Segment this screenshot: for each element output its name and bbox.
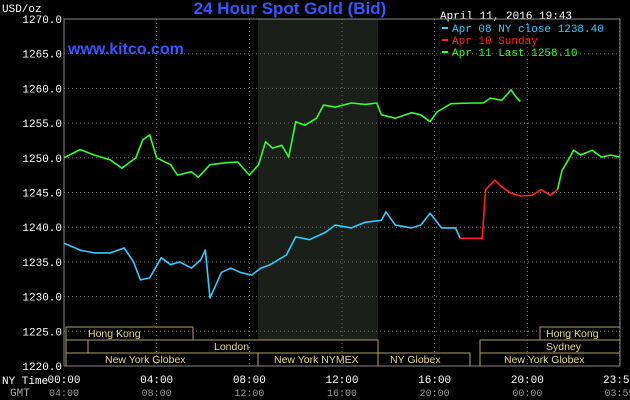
legend-label: Apr 10 Sunday [452, 36, 538, 48]
session-box [65, 339, 89, 354]
y-tick-label: 1245.0 [22, 189, 62, 201]
x-tick-label: 20:00 [511, 375, 544, 387]
nymex-band [258, 19, 378, 366]
y-tick-label: 1255.0 [22, 119, 62, 131]
x2-tick-label: 04:00 [49, 389, 79, 400]
session-label: NY Globex [390, 354, 441, 366]
x2-tick-label: 00:00 [512, 389, 542, 400]
legend-label: Apr 08 NY close 1238.40 [452, 24, 604, 36]
x-label: NY Time [2, 376, 48, 388]
series-line [63, 211, 461, 299]
session-label: Sydney [546, 341, 582, 353]
session-label: New York Globex [504, 354, 585, 366]
y-tick-label: 1240.0 [22, 223, 62, 235]
x2-label: GMT [10, 388, 30, 400]
series-line [460, 179, 558, 240]
x2-tick-label: 03:59 [605, 389, 630, 400]
y-tick-label: 1250.0 [22, 154, 62, 166]
session-label: London [214, 341, 249, 353]
site: www.kitco.com [67, 41, 184, 58]
session-label: Hong Kong [546, 328, 599, 340]
x2-tick-label: 12:00 [234, 389, 264, 400]
legend-label: Apr 11 Last 1258.10 [452, 48, 577, 60]
session-label: Hong Kong [88, 328, 141, 340]
x2-tick-label: 16:00 [327, 389, 357, 400]
y-tick-label: 1260.0 [22, 84, 62, 96]
x-tick-label: 12:00 [325, 375, 358, 387]
x-tick-label: 08:00 [233, 375, 266, 387]
y-tick-label: 1230.0 [22, 293, 62, 305]
y-tick-label: 1220.0 [22, 362, 62, 374]
chart-title: 24 Hour Spot Gold (Bid) [194, 0, 387, 18]
y-label: USD/oz [2, 4, 42, 16]
x2-tick-label: 08:00 [142, 389, 172, 400]
plot-frame [63, 18, 621, 367]
x-tick-label: 23:59 [603, 375, 630, 387]
y-tick-label: 1270.0 [22, 15, 62, 27]
x2-tick-label: 20:00 [420, 389, 450, 400]
x-tick-label: 00:00 [47, 375, 80, 387]
y-tick-label: 1265.0 [22, 50, 62, 62]
session-label: New York NYMEX [274, 354, 359, 366]
sessions: Hong Kong Hong Kong London Sydney New Yo… [65, 326, 621, 367]
session-label: New York Globex [105, 354, 186, 366]
timestamp: April 11, 2016 19:43 [440, 11, 572, 23]
y-tick-label: 1235.0 [22, 258, 62, 270]
y-tick-label: 1225.0 [22, 327, 62, 339]
x-tick-label: 16:00 [418, 375, 451, 387]
series-line [63, 89, 621, 190]
x-tick-label: 04:00 [140, 375, 173, 387]
